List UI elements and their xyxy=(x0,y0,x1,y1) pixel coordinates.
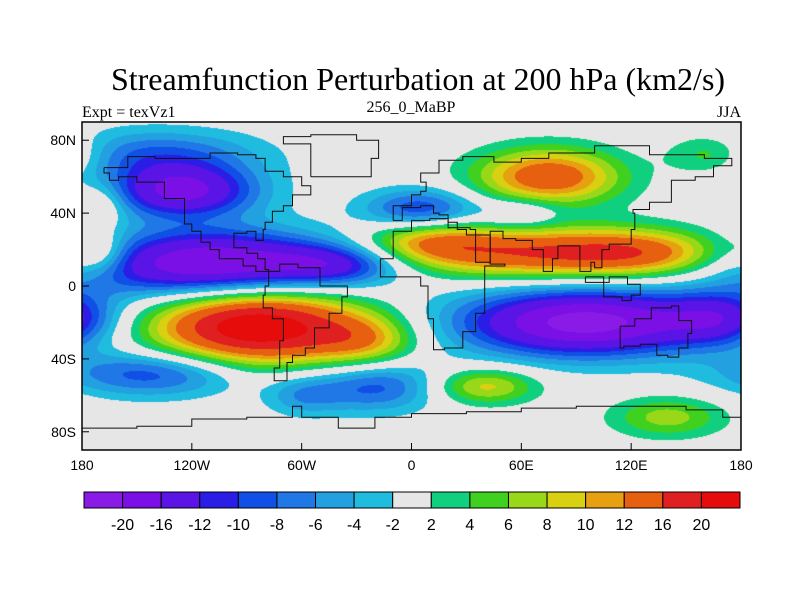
colorbar: -20 -16 -12 -10 -8 -6 -4 -2 2 4 6 8 10 12 16 20 xyxy=(83,491,741,534)
x-tick-label: 60E xyxy=(509,457,534,473)
y-tick-label: 40N xyxy=(50,205,76,221)
x-axis: 180 120W 60W 0 60E 120E 180 xyxy=(70,443,753,473)
colorbar-label: -8 xyxy=(270,517,284,534)
antarctica-outline xyxy=(82,405,742,429)
streamfunction-field xyxy=(82,122,741,450)
colorbar-label: -20 xyxy=(111,517,134,534)
colorbar-label: 8 xyxy=(543,517,552,534)
north-america-outline xyxy=(103,152,312,272)
chart-title: Streamfunction Perturbation at 200 hPa (… xyxy=(111,61,725,97)
colorbar-label: 16 xyxy=(654,517,672,534)
colorbar-swatch xyxy=(469,491,509,509)
colorbar-label: -12 xyxy=(188,517,211,534)
colorbar-label: 6 xyxy=(504,517,513,534)
colorbar-swatch xyxy=(122,491,162,509)
indonesia-outline xyxy=(584,276,641,302)
experiment-label: Expt = texVz1 xyxy=(82,104,175,121)
colorbar-swatch xyxy=(507,491,548,509)
colorbar-label: 4 xyxy=(465,517,474,534)
colorbar-label: -10 xyxy=(227,517,250,534)
colorbar-swatch xyxy=(353,491,394,509)
colorbar-label: -16 xyxy=(150,517,173,534)
colorbar-swatch xyxy=(662,491,702,509)
y-tick-label: 0 xyxy=(68,278,76,294)
colorbar-swatch xyxy=(585,491,625,509)
colorbar-swatch xyxy=(160,491,201,509)
colorbar-swatch xyxy=(430,491,471,509)
x-tick-label: 60W xyxy=(287,457,317,473)
colorbar-label: -4 xyxy=(347,517,361,534)
continent-outlines xyxy=(82,134,742,429)
x-tick-label: 0 xyxy=(408,457,416,473)
plot-area xyxy=(81,121,742,451)
colorbar-label: 2 xyxy=(427,517,436,534)
colorbar-swatch xyxy=(623,491,664,509)
colorbar-label: -6 xyxy=(308,517,322,534)
colorbar-swatch xyxy=(315,491,355,509)
colorbar-swatch xyxy=(83,491,124,509)
center-label: 256_0_MaBP xyxy=(367,99,456,116)
colorbar-swatch xyxy=(546,491,587,509)
x-tick-label: 180 xyxy=(70,457,94,473)
colorbar-label: 20 xyxy=(693,517,711,534)
greenland-outline xyxy=(282,134,380,178)
y-axis: 80N 40N 0 40S 80S xyxy=(50,132,89,440)
colorbar-label: -2 xyxy=(386,517,400,534)
season-label: JJA xyxy=(717,104,741,121)
australia-outline xyxy=(619,305,693,358)
colorbar-label: 10 xyxy=(577,517,595,534)
south-america-outline xyxy=(262,263,348,382)
eurasia-outline xyxy=(392,145,733,272)
colorbar-swatch xyxy=(276,491,317,509)
colorbar-label: 12 xyxy=(615,517,633,534)
colorbar-swatch xyxy=(237,491,278,509)
x-tick-label: 120W xyxy=(174,457,211,473)
y-tick-label: 80S xyxy=(51,424,76,440)
colorbar-swatch xyxy=(700,491,741,509)
y-tick-label: 40S xyxy=(51,351,76,367)
y-tick-label: 80N xyxy=(50,132,76,148)
colorbar-swatch xyxy=(199,491,239,509)
x-tick-label: 120E xyxy=(615,457,648,473)
x-tick-label: 180 xyxy=(729,457,753,473)
colorbar-swatch xyxy=(392,491,432,509)
africa-outline xyxy=(379,218,506,351)
